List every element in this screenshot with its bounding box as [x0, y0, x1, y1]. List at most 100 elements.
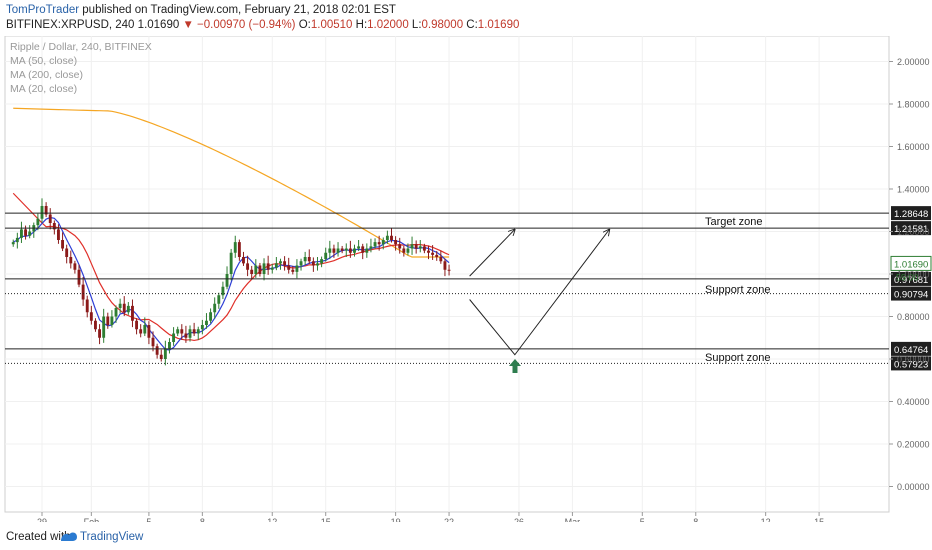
y-tick-label: 0.80000: [897, 312, 930, 322]
candle-body: [266, 263, 270, 270]
tradingview-brand[interactable]: TradingView: [80, 531, 144, 543]
level-tag: [891, 206, 931, 221]
zone-labels: Target zone Support zone Support zone: [705, 216, 770, 364]
candle-body: [283, 261, 287, 266]
x-tick-label: 8: [693, 517, 698, 522]
high-label: H:: [355, 19, 368, 31]
chart-area[interactable]: 1.28648 1.21581 0.97681 0.90794 0.64764 0.579…: [0, 35, 932, 527]
zone-label: Support zone: [705, 284, 770, 296]
price-axis[interactable]: 2.00000 1.80000 1.60000 1.40000 1.20000 1.000…: [889, 57, 930, 492]
horizontal-levels[interactable]: 1.28648 1.21581 0.97681 0.90794 0.64764 0.579…: [5, 206, 932, 371]
candle-body: [143, 325, 147, 334]
candle-body: [221, 286, 225, 296]
level-tag: [891, 341, 931, 356]
price-chart[interactable]: 1.28648 1.21581 0.97681 0.90794 0.64764 0.579…: [0, 35, 932, 527]
candle-body: [36, 218, 40, 226]
candle-body: [431, 252, 435, 255]
candle-body: [348, 248, 352, 253]
candle-body: [188, 329, 192, 338]
created-with-text: Created with: [6, 531, 71, 543]
candle-body: [229, 252, 233, 274]
candle-body: [295, 265, 299, 272]
candle-body: [126, 305, 130, 313]
candle-body: [385, 235, 389, 240]
level-label: 0.64764: [894, 345, 928, 356]
candle-body: [369, 246, 373, 249]
low-value: 0.98000: [421, 19, 464, 31]
candle-body: [307, 257, 311, 262]
candle-body: [324, 252, 328, 260]
candle-body: [418, 246, 422, 249]
level-label: 0.97681: [894, 275, 928, 286]
publish-line: TomProTrader published on TradingView.co…: [6, 4, 396, 16]
publish-header: TomProTrader published on TradingView.co…: [0, 0, 932, 34]
candle-body: [254, 265, 258, 274]
y-tick-label: 0.60000: [897, 355, 930, 365]
candle-body: [398, 244, 402, 249]
x-tick-label: 5: [640, 517, 645, 522]
x-tick-label: 12: [267, 517, 277, 522]
current-price-tag: [890, 255, 932, 271]
high-value: 1.02000: [367, 19, 409, 31]
x-tick-label: 29: [37, 517, 47, 522]
candle-body: [353, 248, 356, 253]
projection-lines[interactable]: [469, 229, 610, 356]
candle-body: [328, 248, 332, 253]
candle-body: [85, 299, 89, 313]
y-tick-label: 1.20000: [897, 227, 930, 237]
ma20-line: [12, 216, 450, 351]
tradingview-logo-icon[interactable]: [60, 529, 78, 546]
published-text: published on TradingView.com, February 2…: [79, 4, 396, 16]
candle-body: [365, 248, 369, 253]
candle-body: [98, 329, 102, 338]
low-label: L:: [411, 19, 422, 31]
candle-body: [52, 223, 56, 230]
candle-body: [65, 248, 69, 257]
legend-ma200: MA (200, close): [10, 69, 83, 81]
chart-legend: Ripple / Dollar, 240, BITFINEX MA (50, c…: [10, 41, 152, 95]
candle-body: [316, 263, 319, 266]
candle-body: [258, 265, 262, 274]
level-label: 1.28648: [894, 209, 928, 220]
candle-body: [414, 244, 418, 249]
candle-body: [172, 333, 176, 342]
candle-body: [73, 263, 77, 270]
level-label: 1.21581: [894, 224, 928, 235]
author-link[interactable]: TomProTrader: [6, 4, 80, 16]
candle-body: [311, 261, 315, 266]
time-axis[interactable]: 29 Feb 5 8 12 15 19 22 26 Mar 5 8 12 15: [37, 512, 824, 527]
ma50-line: [12, 192, 450, 342]
candle-body: [291, 269, 295, 272]
candle-body: [361, 246, 365, 253]
candle-body: [205, 320, 208, 325]
candle-body: [155, 346, 159, 355]
projection-path-1: [469, 229, 515, 277]
candle-body: [28, 231, 32, 236]
candle-body: [209, 312, 213, 321]
candle-body: [159, 354, 163, 359]
candle-body: [61, 240, 65, 249]
x-tick-label: Feb: [84, 517, 100, 522]
candle-body: [340, 248, 344, 251]
candle-body: [435, 254, 439, 257]
candle-body: [237, 242, 241, 257]
x-tick-label: 8: [200, 517, 205, 522]
y-tick-label: 2.00000: [897, 57, 930, 67]
candle-body: [213, 303, 217, 313]
candle-body: [200, 325, 204, 330]
y-tick-label: 1.40000: [897, 185, 930, 195]
y-tick-label: 0.20000: [897, 440, 930, 450]
candle-body: [303, 257, 307, 262]
candle-body: [57, 229, 60, 240]
candle-body: [299, 261, 303, 266]
candle-body: [94, 320, 97, 330]
x-tick-label: 15: [814, 517, 824, 522]
level-tag: [891, 221, 931, 236]
projection-path-2: [469, 229, 610, 356]
candle-body: [344, 248, 348, 251]
candle-body: [184, 333, 188, 338]
candle-body: [381, 240, 385, 245]
candle-body: [279, 261, 282, 264]
candle-body: [44, 206, 48, 215]
candle-body: [163, 348, 167, 359]
